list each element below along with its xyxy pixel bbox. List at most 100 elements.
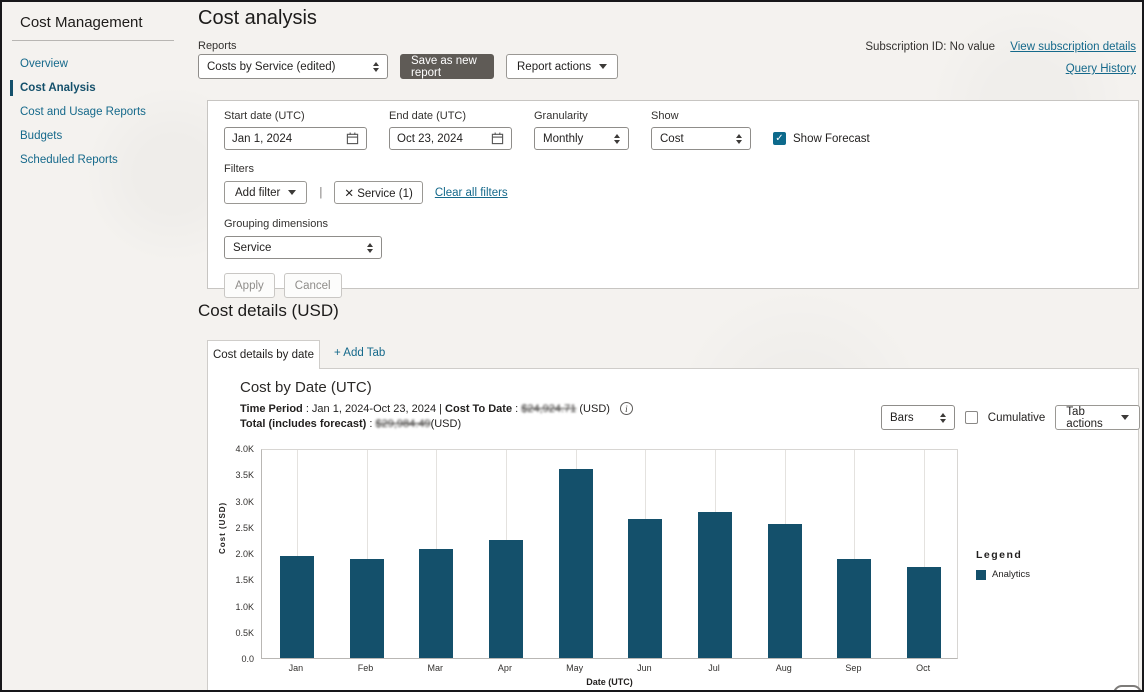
- bar-slot: [262, 450, 332, 658]
- sidebar-item-overview[interactable]: Overview: [20, 58, 68, 70]
- x-tick-label: Feb: [357, 663, 374, 673]
- subscription-line: Subscription ID: No value View subscript…: [865, 41, 1136, 53]
- sidebar-item-cost-and-usage-reports[interactable]: Cost and Usage Reports: [20, 106, 146, 118]
- chevron-down-icon: [288, 190, 297, 195]
- y-tick-label: 4.0K: [235, 444, 254, 454]
- cost-to-date-label: Cost To Date: [445, 402, 513, 415]
- grouping-dimensions-label: Grouping dimensions: [224, 218, 328, 230]
- bar-apr[interactable]: [488, 539, 523, 658]
- y-tick-label: 1.5K: [235, 575, 254, 586]
- calendar-icon[interactable]: [346, 132, 359, 145]
- reports-label: Reports: [198, 40, 237, 52]
- start-date-value: Jan 1, 2024: [232, 132, 293, 145]
- bar-aug[interactable]: [767, 523, 802, 658]
- floating-assistant-button[interactable]: [1113, 685, 1142, 690]
- colon: :: [366, 418, 376, 430]
- end-date-value: Oct 23, 2024: [397, 132, 463, 145]
- show-select[interactable]: Cost: [651, 127, 751, 150]
- info-icon[interactable]: i: [619, 402, 633, 415]
- usd-suffix: (USD): [430, 418, 462, 430]
- select-arrows-icon: [367, 242, 373, 253]
- show-forecast-checkbox[interactable]: ✓: [773, 132, 786, 145]
- select-arrows-icon: [614, 133, 620, 144]
- apply-cancel-row: Apply Cancel: [224, 273, 1122, 298]
- bar-slot: [401, 450, 471, 658]
- y-tick-label: 2.0K: [235, 549, 254, 559]
- usd-suffix: (USD): [576, 402, 610, 415]
- granularity-select[interactable]: Monthly: [534, 127, 629, 150]
- total-label: Total (includes forecast): [240, 418, 367, 430]
- gridline: [296, 450, 298, 658]
- legend-item: Analytics: [976, 569, 1030, 580]
- calendar-icon[interactable]: [491, 132, 504, 145]
- bar-feb[interactable]: [349, 559, 384, 658]
- gridline: [854, 450, 856, 658]
- bar-mar[interactable]: [419, 549, 454, 658]
- chart-type-select[interactable]: Bars: [881, 405, 955, 430]
- select-arrows-icon: [939, 412, 946, 423]
- filters-row: Add filter | ✕ Service (1) Clear all fil…: [224, 181, 1122, 204]
- y-tick-label: 1.0K: [235, 601, 254, 612]
- cumulative-checkbox[interactable]: [964, 411, 978, 424]
- show-field: Show Cost: [651, 110, 751, 150]
- gridline: [366, 450, 368, 658]
- sidebar-divider: [12, 40, 174, 41]
- tab-cost-details-by-date[interactable]: Cost details by date: [207, 340, 320, 369]
- service-filter-chip[interactable]: ✕ Service (1): [334, 181, 423, 204]
- add-filter-button[interactable]: Add filter: [224, 181, 308, 204]
- legend-swatch-icon: [976, 569, 986, 580]
- bar-sep[interactable]: [837, 559, 872, 658]
- bar-may[interactable]: [558, 469, 593, 658]
- x-axis-title: Date (UTC): [586, 677, 633, 687]
- bar-slot: [750, 450, 820, 658]
- y-tick-label: 0.0: [241, 654, 254, 664]
- sidebar-item-budgets[interactable]: Budgets: [20, 130, 63, 142]
- grouping-dimensions-value: Service: [233, 241, 272, 254]
- report-actions-label: Report actions: [517, 60, 592, 73]
- view-subscription-details-link[interactable]: View subscription details: [1010, 41, 1136, 53]
- tab-actions-label: Tab actions: [1066, 405, 1103, 430]
- reports-select-value: Costs by Service (edited): [207, 60, 336, 73]
- chevron-down-icon: [1120, 415, 1129, 420]
- bar-jul[interactable]: [698, 512, 733, 658]
- legend-title: Legend: [976, 549, 1023, 561]
- end-date-label: End date (UTC): [389, 110, 467, 122]
- y-tick-label: 3.5K: [235, 470, 254, 481]
- start-date-field: Start date (UTC) Jan 1, 2024: [224, 110, 367, 150]
- filters-separator: |: [319, 186, 323, 199]
- x-tick-label: Jun: [637, 663, 652, 673]
- sidebar-item-scheduled-reports[interactable]: Scheduled Reports: [20, 154, 118, 166]
- bar-jan[interactable]: [279, 555, 314, 658]
- tab-actions-button[interactable]: Tab actions: [1055, 405, 1140, 430]
- cancel-button[interactable]: Cancel: [283, 273, 342, 298]
- y-tick-label: 3.0K: [235, 496, 254, 507]
- clear-all-filters-link[interactable]: Clear all filters: [434, 186, 508, 199]
- x-tick-label: May: [566, 663, 584, 673]
- chart-title: Cost by Date (UTC): [240, 379, 372, 396]
- bar-oct[interactable]: [907, 566, 942, 658]
- query-history-link[interactable]: Query History: [1065, 63, 1136, 75]
- add-tab-button[interactable]: + Add Tab: [334, 347, 386, 359]
- start-date-input[interactable]: Jan 1, 2024: [224, 127, 367, 150]
- start-date-label: Start date (UTC): [224, 110, 305, 122]
- sidebar-nav: Overview Cost Analysis Cost and Usage Re…: [2, 52, 192, 172]
- sidebar-item-cost-analysis[interactable]: Cost Analysis: [2, 76, 192, 100]
- reports-select[interactable]: Costs by Service (edited): [198, 54, 388, 79]
- apply-button[interactable]: Apply: [224, 273, 275, 298]
- x-tick-label: Jul: [708, 663, 720, 673]
- end-date-input[interactable]: Oct 23, 2024: [389, 127, 512, 150]
- bar-slot: [332, 450, 402, 658]
- page-title: Cost analysis: [198, 7, 317, 29]
- x-tick-label: Aug: [775, 663, 792, 673]
- bar-slot: [541, 450, 611, 658]
- save-as-new-report-button[interactable]: Save as new report: [400, 54, 494, 79]
- total-value: $29,984.49: [375, 418, 431, 430]
- bar-slot: [471, 450, 541, 658]
- report-actions-button[interactable]: Report actions: [506, 54, 619, 79]
- bar-jun[interactable]: [628, 518, 663, 658]
- legend-label: Analytics: [992, 569, 1031, 580]
- grouping-dimensions-select[interactable]: Service: [224, 236, 382, 259]
- chevron-down-icon: [599, 64, 608, 69]
- granularity-field: Granularity Monthly: [534, 110, 629, 150]
